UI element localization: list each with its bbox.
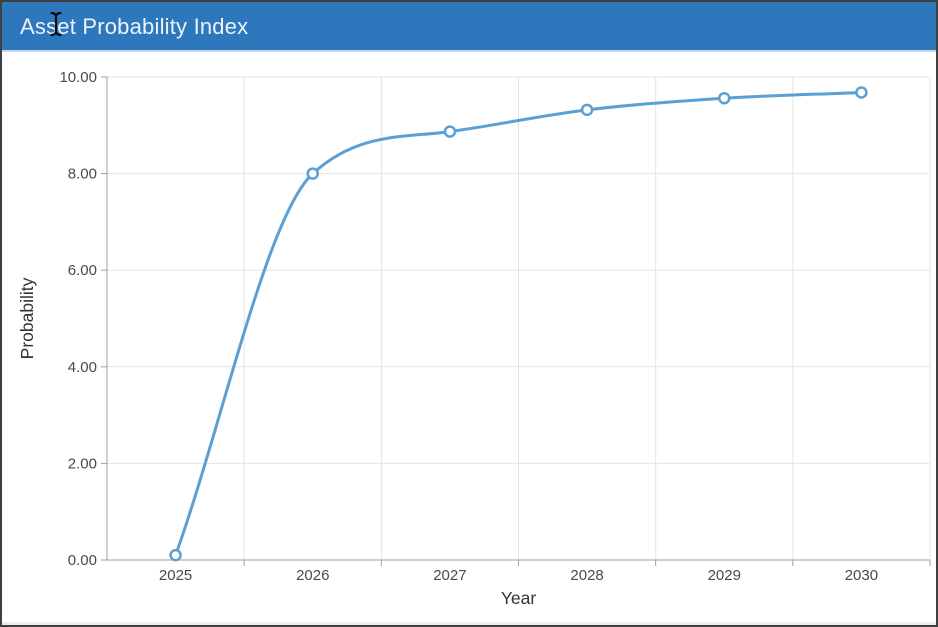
y-tick-label: 2.00 — [68, 455, 97, 472]
x-tick-label: 2027 — [433, 567, 466, 584]
data-point-marker[interactable] — [580, 103, 594, 117]
x-tick-label: 2029 — [708, 567, 741, 584]
y-tick-label: 4.00 — [68, 359, 97, 376]
y-tick-label: 0.00 — [68, 552, 97, 569]
x-tick-label: 2025 — [159, 567, 192, 584]
x-tick-label: 2026 — [296, 567, 329, 584]
y-tick-label: 8.00 — [68, 166, 97, 183]
data-point-marker[interactable] — [443, 125, 457, 138]
page-title: Asset Probability Index — [20, 14, 249, 39]
data-point-marker[interactable] — [169, 548, 182, 562]
header-bar: Asset Probability Index — [2, 2, 936, 52]
x-tick-label: 2030 — [845, 567, 878, 584]
probability-chart-svg[interactable]: 0.00 2.00 4.00 6.00 8.00 10.00 2025 2026 2027 202… — [2, 52, 936, 621]
data-point-marker[interactable] — [718, 92, 731, 105]
x-tick-label: 2028 — [570, 567, 603, 584]
y-axis-title: Probability — [17, 277, 37, 359]
window-bottom-edge — [2, 622, 936, 625]
data-point-marker[interactable] — [855, 86, 868, 99]
y-tick-label: 6.00 — [68, 262, 97, 279]
y-tick-label: 10.00 — [59, 69, 97, 86]
data-point-marker[interactable] — [306, 167, 319, 180]
x-axis-title: Year — [501, 588, 537, 608]
chart-area[interactable]: 0.00 2.00 4.00 6.00 8.00 10.00 2025 2026 2027 202… — [2, 52, 936, 621]
